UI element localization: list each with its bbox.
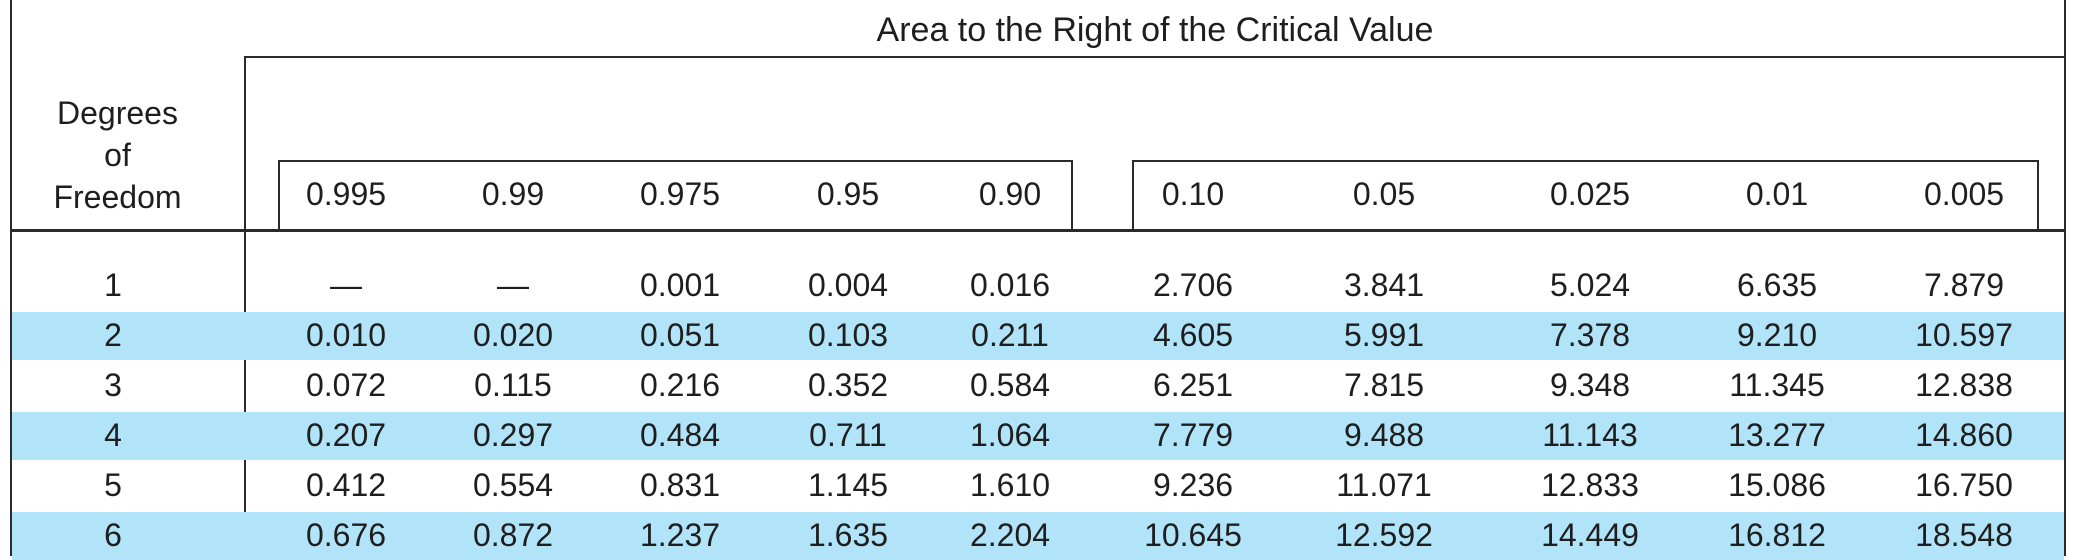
- column-header: 0.005: [1923, 176, 2005, 212]
- dof-header-line: of: [104, 137, 131, 173]
- row-shading: [12, 312, 2064, 360]
- table-cell: 0.010: [305, 317, 387, 353]
- table-cell: 0.584: [969, 367, 1051, 403]
- table-cell: 9.210: [1736, 317, 1818, 353]
- table-cell: 0.051: [639, 317, 721, 353]
- table-cell: 1.635: [807, 517, 889, 553]
- column-header: 0.99: [481, 176, 545, 212]
- table-cell: 1.145: [807, 467, 889, 503]
- title-underline: [244, 56, 2066, 58]
- table-cell: 3.841: [1343, 267, 1425, 303]
- left-tail-bracket: [278, 160, 1073, 229]
- table-cell: 0.412: [305, 467, 387, 503]
- df-cell: 2: [104, 317, 122, 353]
- table-cell: 9.348: [1549, 367, 1631, 403]
- table-cell: 12.833: [1541, 467, 1639, 503]
- table-cell: 9.488: [1343, 417, 1425, 453]
- df-cell: 4: [104, 417, 122, 453]
- table-cell: 0.352: [807, 367, 889, 403]
- df-cell: 5: [104, 467, 122, 503]
- df-cell: 1: [104, 267, 122, 303]
- table-cell: 7.879: [1923, 267, 2005, 303]
- table-cell: 12.592: [1335, 517, 1433, 553]
- table-cell: 0.831: [639, 467, 721, 503]
- column-header: 0.995: [305, 176, 387, 212]
- df-cell: 3: [104, 367, 122, 403]
- table-cell: 2.706: [1152, 267, 1234, 303]
- table-cell: 15.086: [1728, 467, 1826, 503]
- table-cell: 0.004: [807, 267, 889, 303]
- column-header: 0.975: [639, 176, 721, 212]
- table-cell: 10.597: [1915, 317, 2013, 353]
- dof-divider: [244, 57, 246, 556]
- table-cell: 1.237: [639, 517, 721, 553]
- table-cell: 0.484: [639, 417, 721, 453]
- column-header: 0.025: [1549, 176, 1631, 212]
- table-cell: 5.024: [1549, 267, 1631, 303]
- table-cell: 4.605: [1152, 317, 1234, 353]
- table-cell: 0.115: [474, 367, 552, 403]
- table-cell: 5.991: [1343, 317, 1425, 353]
- table-title: Area to the Right of the Critical Value: [876, 11, 1434, 49]
- table-cell: 0.216: [639, 367, 721, 403]
- table-cell: 11.143: [1542, 417, 1638, 453]
- table-cell: 7.779: [1152, 417, 1234, 453]
- table-cell: 6.635: [1736, 267, 1818, 303]
- table-cell: 6.251: [1152, 367, 1234, 403]
- dof-header-line: Degrees: [57, 95, 178, 131]
- table-cell: 0.554: [472, 467, 554, 503]
- table-cell: 0.001: [639, 267, 721, 303]
- row-shading: [12, 412, 2064, 460]
- table-cell: 0.872: [472, 517, 554, 553]
- table-cell: 16.750: [1915, 467, 2013, 503]
- header-rule: [10, 229, 2066, 232]
- table-cell: 0.072: [305, 367, 387, 403]
- right-tail-bracket: [1132, 160, 2039, 229]
- table-cell: 11.071: [1336, 467, 1432, 503]
- column-header: 0.10: [1161, 176, 1225, 212]
- table-cell: 0.297: [472, 417, 554, 453]
- left-border: [10, 0, 12, 556]
- table-cell: 14.449: [1541, 517, 1639, 553]
- table-cell: 2.204: [969, 517, 1051, 553]
- table-cell: 0.207: [305, 417, 387, 453]
- table-cell: 12.838: [1915, 367, 2013, 403]
- table-cell: 16.812: [1728, 517, 1826, 553]
- table-cell: 0.711: [809, 417, 887, 453]
- table-cell: 0.020: [472, 317, 554, 353]
- table-cell: 13.277: [1728, 417, 1826, 453]
- column-header: 0.01: [1745, 176, 1809, 212]
- table-cell: 7.815: [1343, 367, 1425, 403]
- table-cell: 9.236: [1152, 467, 1234, 503]
- table-cell: —: [497, 267, 529, 303]
- table-cell: 7.378: [1549, 317, 1631, 353]
- table-cell: 10.645: [1144, 517, 1242, 553]
- table-cell: 18.548: [1915, 517, 2013, 553]
- dof-header-line: Freedom: [53, 179, 182, 215]
- column-header: 0.95: [816, 176, 880, 212]
- right-border: [2064, 0, 2066, 556]
- table-cell: 0.211: [971, 317, 1049, 353]
- table-cell: 14.860: [1915, 417, 2013, 453]
- table-cell: 11.345: [1729, 367, 1825, 403]
- table-cell: 0.016: [969, 267, 1051, 303]
- table-cell: 0.676: [305, 517, 387, 553]
- table-cell: —: [330, 267, 362, 303]
- column-header: 0.05: [1352, 176, 1416, 212]
- table-cell: 0.103: [807, 317, 889, 353]
- table-cell: 1.610: [969, 467, 1051, 503]
- row-shading: [12, 512, 2064, 560]
- column-header: 0.90: [978, 176, 1042, 212]
- df-cell: 6: [104, 517, 122, 553]
- dof-header: Degrees of Freedom: [10, 92, 225, 218]
- table-cell: 1.064: [969, 417, 1051, 453]
